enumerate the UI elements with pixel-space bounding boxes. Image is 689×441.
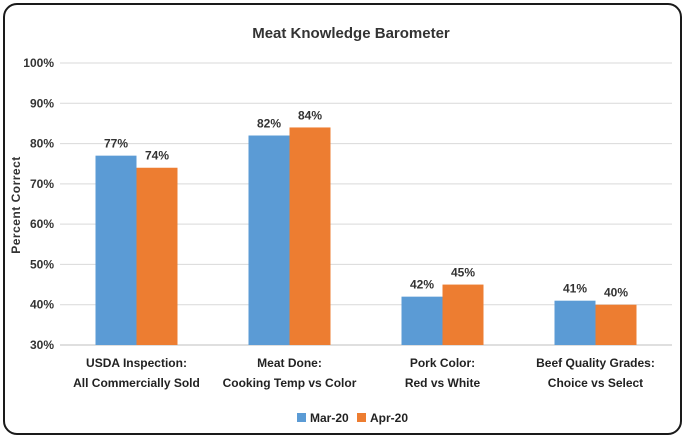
- x-category-label: Pork Color:: [410, 356, 475, 370]
- data-label: 77%: [104, 137, 128, 151]
- x-category-label: Red vs White: [405, 376, 481, 390]
- bar-mar-20: [248, 135, 290, 345]
- y-tick-label: 30%: [30, 338, 54, 352]
- x-category-label: All Commercially Sold: [73, 376, 200, 390]
- x-category-labels: USDA Inspection: All Commercially Sold Mea…: [73, 356, 655, 390]
- bar-apr-20: [289, 127, 331, 345]
- bar-mar-20: [95, 155, 137, 345]
- data-label: 74%: [145, 149, 169, 163]
- bar-mar-20: [554, 300, 596, 345]
- x-category-label: Choice vs Select: [548, 376, 643, 390]
- legend-swatch: [357, 413, 366, 422]
- bars: [95, 127, 637, 345]
- data-label: 82%: [257, 117, 281, 131]
- bar-apr-20: [595, 304, 637, 345]
- x-category-label: Beef Quality Grades:: [536, 356, 655, 370]
- data-label: 41%: [563, 282, 587, 296]
- bar-apr-20: [136, 167, 178, 345]
- y-tick-label: 50%: [30, 257, 54, 271]
- legend: Mar-20 Apr-20: [297, 411, 408, 425]
- legend-swatch: [297, 413, 306, 422]
- bar-mar-20: [401, 296, 443, 345]
- y-tick-labels: 30% 40% 50% 60% 70% 80% 90% 100%: [23, 56, 54, 352]
- legend-label: Mar-20: [310, 411, 349, 425]
- data-label: 40%: [604, 286, 628, 300]
- data-label: 42%: [410, 278, 434, 292]
- x-category-label: Cooking Temp vs Color: [223, 376, 357, 390]
- bar-apr-20: [442, 284, 484, 345]
- chart-title: Meat Knowledge Barometer: [252, 25, 450, 42]
- legend-label: Apr-20: [370, 411, 408, 425]
- y-tick-label: 60%: [30, 217, 54, 231]
- data-labels: 77% 74% 82% 84% 42% 45% 41% 40%: [104, 108, 628, 299]
- y-tick-label: 40%: [30, 298, 54, 312]
- y-tick-label: 100%: [23, 56, 54, 70]
- y-tick-label: 80%: [30, 137, 54, 151]
- y-axis-label: Percent Correct: [9, 156, 23, 254]
- data-label: 45%: [451, 266, 475, 280]
- data-label: 84%: [298, 108, 322, 122]
- y-tick-label: 90%: [30, 96, 54, 110]
- x-category-label: Meat Done:: [257, 356, 322, 370]
- y-tick-label: 70%: [30, 177, 54, 191]
- x-category-label: USDA Inspection:: [86, 356, 187, 370]
